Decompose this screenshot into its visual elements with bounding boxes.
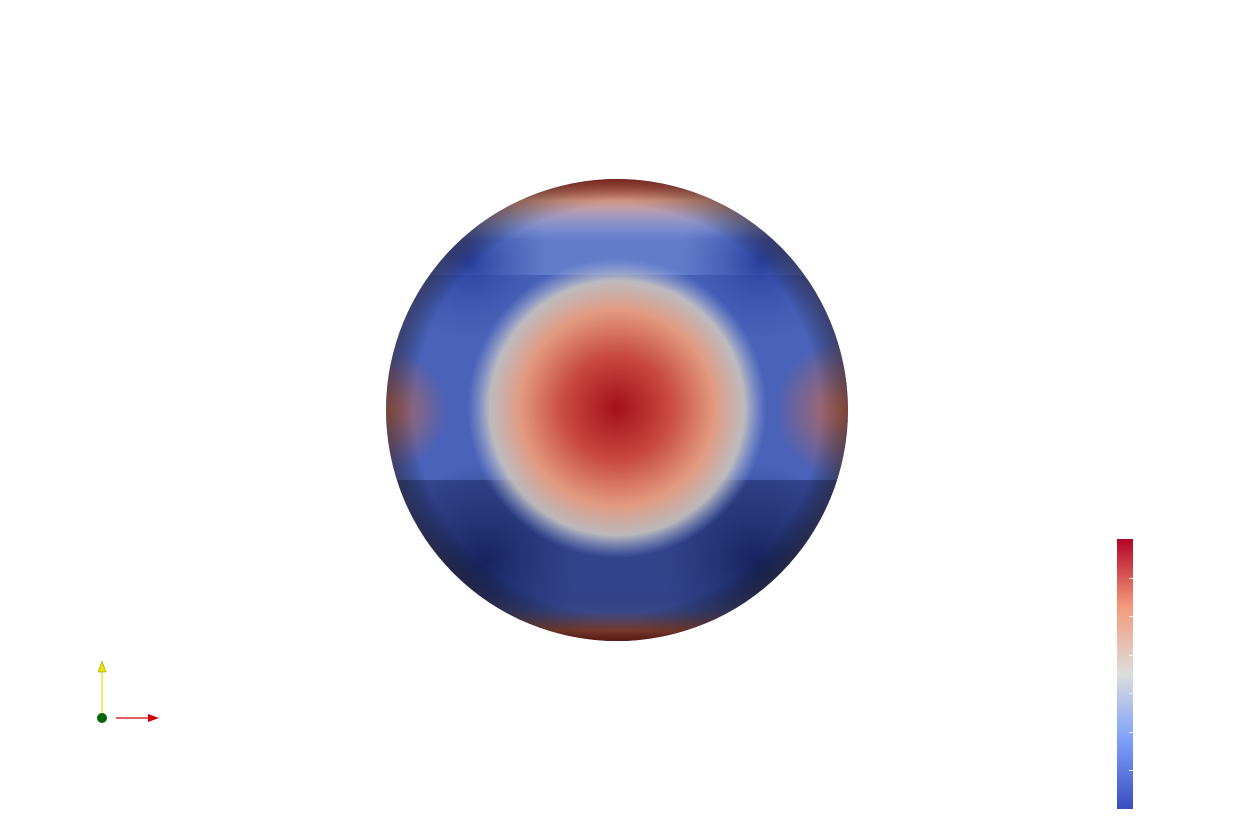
orientation-axes (97, 660, 159, 723)
color-legend-tick (1129, 655, 1133, 656)
color-legend-bar[interactable] (1117, 539, 1133, 809)
x-axis-arrow-icon (148, 714, 159, 722)
sphere-surface (386, 179, 848, 641)
y-axis-arrow-icon (97, 660, 107, 673)
color-legend-tick (1129, 578, 1133, 579)
color-legend-tick (1129, 732, 1133, 733)
color-legend-gradient (1117, 539, 1133, 809)
z-axis-dot-icon (97, 713, 107, 723)
color-legend-tick (1129, 770, 1133, 771)
color-legend-tick (1129, 616, 1133, 617)
color-legend-tick (1129, 693, 1133, 694)
